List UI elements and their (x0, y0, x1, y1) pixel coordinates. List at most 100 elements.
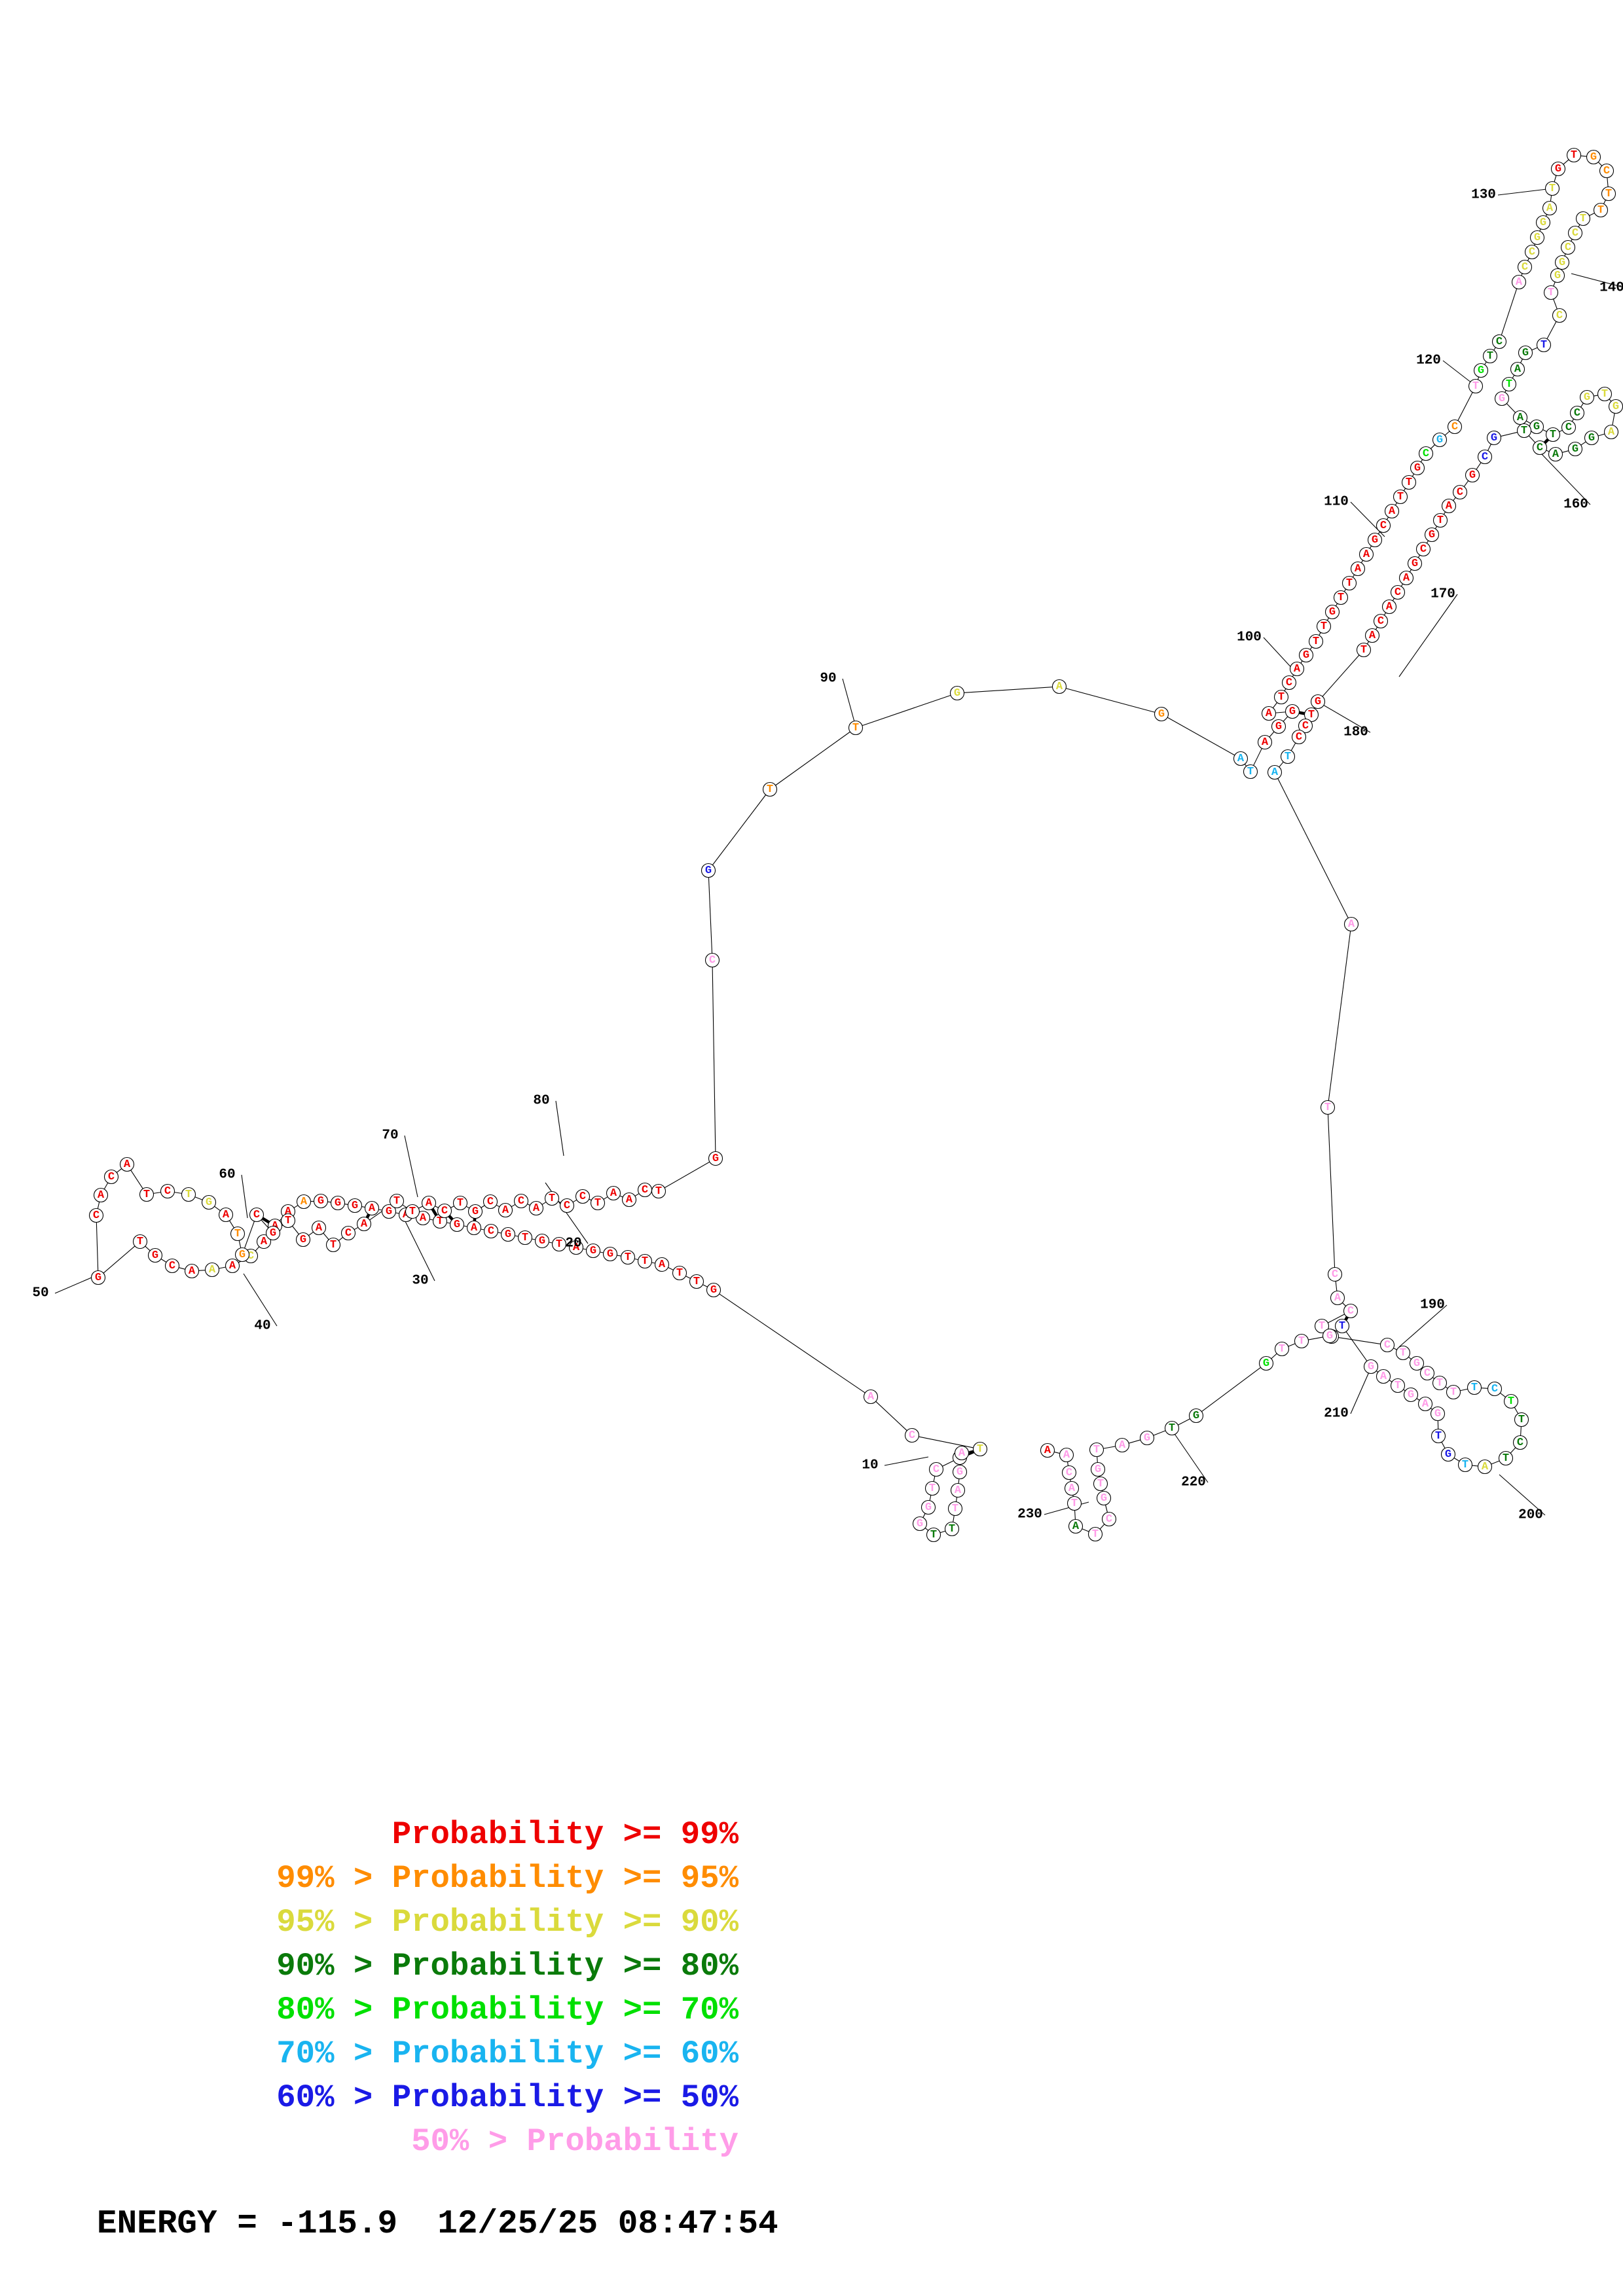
nucleotide-circle[interactable] (950, 1482, 966, 1498)
nucleotide-circle[interactable] (602, 1246, 618, 1262)
nucleotide-circle[interactable] (103, 1169, 119, 1185)
nucleotide-circle[interactable] (1465, 467, 1480, 483)
nucleotide-circle[interactable] (249, 1207, 264, 1223)
nucleotide-circle[interactable] (534, 1233, 550, 1249)
nucleotide-circle[interactable] (1101, 1511, 1117, 1527)
nucleotide-circle[interactable] (1599, 163, 1614, 179)
nucleotide-circle[interactable] (912, 1516, 928, 1532)
nucleotide-circle[interactable] (1550, 161, 1566, 177)
nucleotide-circle[interactable] (590, 1195, 606, 1211)
nucleotide-circle[interactable] (234, 1247, 250, 1263)
nucleotide-circle[interactable] (1059, 1447, 1074, 1463)
nucleotide-circle[interactable] (1064, 1480, 1080, 1496)
nucleotide-circle[interactable] (1090, 1462, 1106, 1477)
nucleotide-circle[interactable] (1363, 1359, 1379, 1374)
nucleotide-circle[interactable] (1584, 430, 1599, 446)
nucleotide-circle[interactable] (1486, 430, 1502, 446)
nucleotide-circle[interactable] (230, 1226, 246, 1242)
nucleotide-circle[interactable] (164, 1258, 180, 1274)
nucleotide-circle[interactable] (181, 1187, 196, 1202)
nucleotide-circle[interactable] (204, 1262, 220, 1278)
nucleotide-circle[interactable] (637, 1253, 653, 1269)
nucleotide-circle[interactable] (1554, 255, 1570, 270)
nucleotide-circle[interactable] (1139, 1430, 1155, 1446)
nucleotide-circle[interactable] (1498, 1450, 1514, 1466)
nucleotide-circle[interactable] (1543, 285, 1559, 300)
nucleotide-circle[interactable] (88, 1208, 104, 1223)
nucleotide-circle[interactable] (1545, 427, 1561, 442)
nucleotide-circle[interactable] (1314, 1318, 1330, 1334)
nucleotide-circle[interactable] (1467, 1380, 1482, 1395)
nucleotide-circle[interactable] (437, 1203, 452, 1219)
nucleotide-circle[interactable] (1381, 599, 1397, 615)
nucleotide-circle[interactable] (1285, 704, 1300, 719)
nucleotide-circle[interactable] (1601, 186, 1616, 202)
nucleotide-circle[interactable] (706, 1282, 721, 1298)
nucleotide-circle[interactable] (1593, 202, 1609, 218)
nucleotide-circle[interactable] (381, 1204, 397, 1219)
nucleotide-circle[interactable] (500, 1227, 516, 1242)
nucleotide-circle[interactable] (928, 1462, 944, 1477)
nucleotide-circle[interactable] (1550, 268, 1565, 283)
nucleotide-circle[interactable] (1257, 734, 1273, 750)
nucleotide-circle[interactable] (313, 1193, 329, 1209)
nucleotide-circle[interactable] (415, 1210, 431, 1226)
nucleotide-circle[interactable] (1324, 604, 1340, 620)
nucleotide-circle[interactable] (972, 1441, 988, 1457)
nucleotide-circle[interactable] (1544, 181, 1560, 196)
nucleotide-circle[interactable] (926, 1527, 941, 1543)
nucleotide-circle[interactable] (147, 1247, 163, 1263)
nucleotide-circle[interactable] (1516, 423, 1532, 439)
nucleotide-circle[interactable] (1350, 561, 1366, 577)
nucleotide-circle[interactable] (1061, 1465, 1077, 1480)
nucleotide-circle[interactable] (1560, 240, 1576, 255)
nucleotide-circle[interactable] (1567, 441, 1583, 457)
nucleotide-circle[interactable] (1597, 386, 1613, 402)
nucleotide-circle[interactable] (1446, 1384, 1461, 1400)
nucleotide-circle[interactable] (1409, 1355, 1425, 1371)
nucleotide-circle[interactable] (1503, 1393, 1519, 1409)
nucleotide-circle[interactable] (405, 1204, 420, 1219)
nucleotide-circle[interactable] (1359, 547, 1374, 562)
nucleotide-circle[interactable] (1536, 337, 1552, 353)
nucleotide-circle[interactable] (1040, 1443, 1055, 1458)
nucleotide-circle[interactable] (1274, 1341, 1290, 1357)
nucleotide-circle[interactable] (498, 1202, 513, 1218)
nucleotide-circle[interactable] (1477, 1459, 1493, 1475)
nucleotide-circle[interactable] (904, 1427, 920, 1443)
nucleotide-circle[interactable] (559, 1198, 575, 1213)
nucleotide-circle[interactable] (1334, 1318, 1350, 1334)
nucleotide-circle[interactable] (483, 1223, 499, 1239)
nucleotide-circle[interactable] (1330, 1290, 1345, 1306)
nucleotide-circle[interactable] (483, 1194, 498, 1210)
nucleotide-circle[interactable] (295, 1232, 311, 1247)
nucleotide-circle[interactable] (954, 1445, 970, 1461)
nucleotide-circle[interactable] (1341, 575, 1357, 591)
nucleotide-circle[interactable] (575, 1189, 591, 1204)
nucleotide-circle[interactable] (1379, 1337, 1395, 1353)
nucleotide-circle[interactable] (1271, 719, 1286, 734)
nucleotide-circle[interactable] (1289, 661, 1305, 677)
nucleotide-circle[interactable] (1327, 1266, 1343, 1282)
nucleotide-circle[interactable] (1452, 484, 1468, 500)
nucleotide-circle[interactable] (701, 863, 716, 878)
nucleotide-circle[interactable] (452, 1195, 468, 1211)
nucleotide-circle[interactable] (132, 1234, 148, 1249)
nucleotide-circle[interactable] (466, 1220, 482, 1236)
nucleotide-circle[interactable] (330, 1195, 346, 1211)
nucleotide-circle[interactable] (1261, 706, 1277, 721)
nucleotide-circle[interactable] (1304, 707, 1319, 723)
nucleotide-circle[interactable] (1393, 489, 1408, 505)
nucleotide-circle[interactable] (265, 1225, 281, 1241)
nucleotide-circle[interactable] (1586, 149, 1601, 165)
nucleotide-circle[interactable] (1432, 432, 1448, 448)
nucleotide-circle[interactable] (1356, 642, 1372, 658)
nucleotide-circle[interactable] (1440, 1446, 1456, 1462)
nucleotide-circle[interactable] (863, 1389, 879, 1405)
nucleotide-circle[interactable] (1373, 613, 1389, 629)
nucleotide-circle[interactable] (1096, 1490, 1112, 1506)
nucleotide-circle[interactable] (1575, 211, 1591, 226)
nucleotide-circle[interactable] (1512, 410, 1528, 425)
nucleotide-circle[interactable] (1482, 348, 1498, 364)
nucleotide-circle[interactable] (1524, 244, 1540, 260)
